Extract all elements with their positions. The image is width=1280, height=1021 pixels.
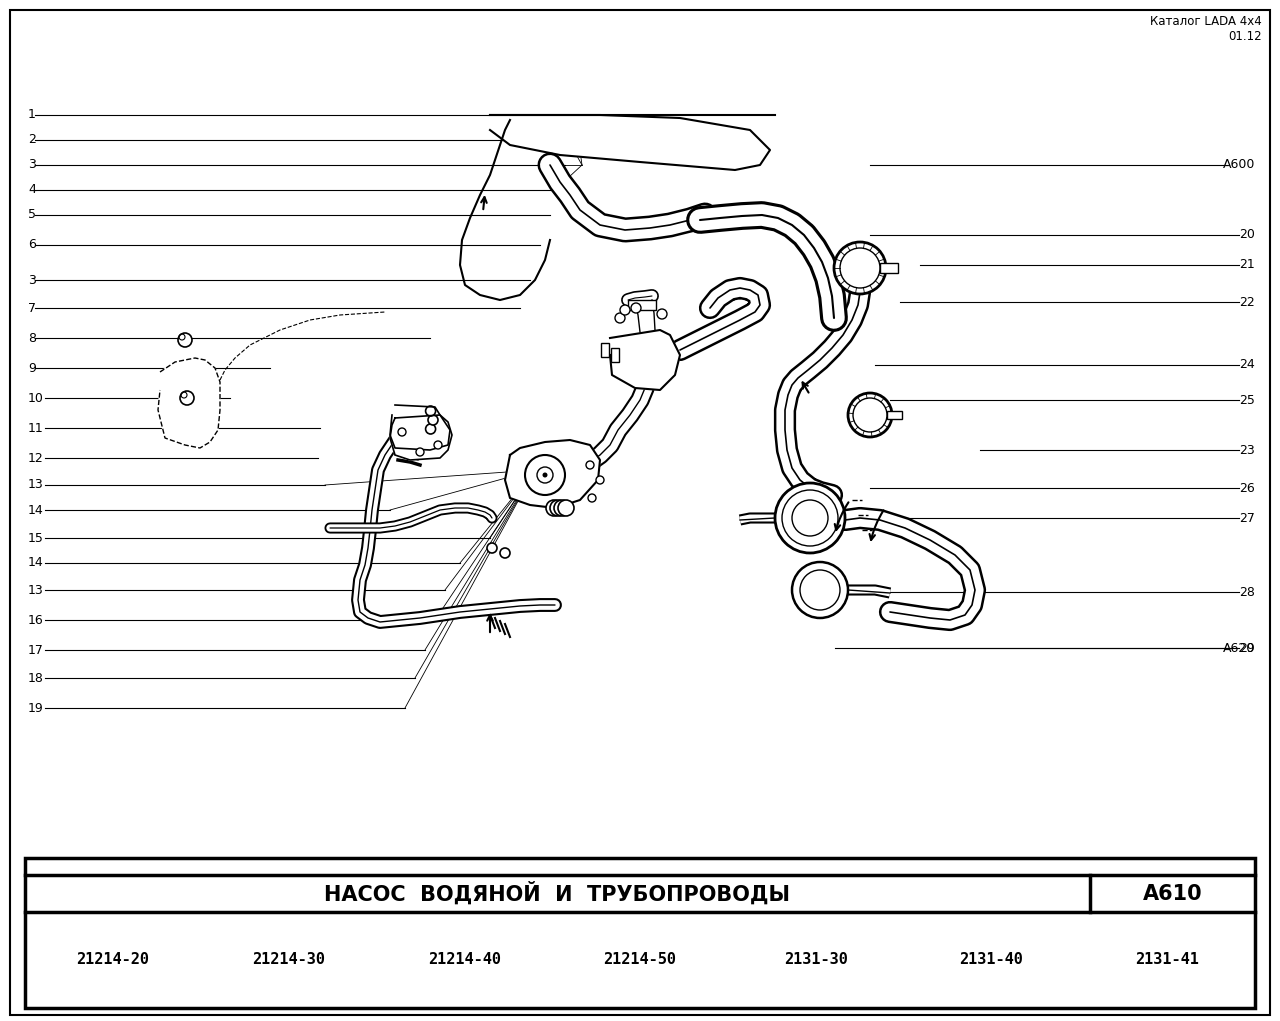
Text: 3: 3	[28, 274, 36, 287]
Polygon shape	[490, 115, 771, 171]
Circle shape	[500, 548, 509, 558]
Circle shape	[416, 448, 424, 456]
Circle shape	[178, 333, 192, 347]
Text: 21214-20: 21214-20	[77, 953, 150, 968]
Text: 3: 3	[28, 158, 36, 172]
Text: А610: А610	[1143, 883, 1202, 904]
Circle shape	[614, 313, 625, 323]
Text: 29: 29	[1239, 641, 1254, 654]
Polygon shape	[390, 415, 452, 460]
Circle shape	[398, 428, 406, 436]
Circle shape	[588, 494, 596, 502]
Text: Каталог LADA 4x4: Каталог LADA 4x4	[1151, 15, 1262, 28]
Circle shape	[425, 424, 435, 434]
Circle shape	[792, 562, 849, 618]
Text: 21214-30: 21214-30	[252, 953, 325, 968]
Text: 13: 13	[28, 479, 44, 491]
Text: НАСОС  ВОДЯНОЙ  И  ТРУБОПРОВОДЫ: НАСОС ВОДЯНОЙ И ТРУБОПРОВОДЫ	[325, 882, 791, 906]
Text: 22: 22	[1239, 295, 1254, 308]
Circle shape	[657, 309, 667, 319]
Bar	[628, 300, 657, 310]
Bar	[881, 263, 899, 273]
Text: 2131-40: 2131-40	[960, 953, 1024, 968]
Text: 2: 2	[28, 134, 36, 146]
Circle shape	[543, 473, 548, 478]
Text: 14: 14	[28, 503, 44, 517]
Circle shape	[835, 242, 886, 294]
Text: 19: 19	[28, 701, 44, 715]
Polygon shape	[390, 405, 451, 450]
Text: 25: 25	[1239, 393, 1254, 406]
Bar	[887, 411, 902, 419]
Text: 01.12: 01.12	[1229, 30, 1262, 43]
Text: 27: 27	[1239, 512, 1254, 525]
Text: 24: 24	[1239, 358, 1254, 372]
Circle shape	[425, 406, 435, 416]
Text: 4: 4	[28, 184, 36, 196]
Circle shape	[620, 305, 630, 315]
Circle shape	[849, 393, 892, 437]
Circle shape	[547, 500, 562, 516]
Text: 18: 18	[28, 672, 44, 684]
Text: 5: 5	[28, 208, 36, 222]
Text: 10: 10	[28, 391, 44, 404]
Circle shape	[774, 483, 845, 553]
Text: 14: 14	[28, 556, 44, 570]
Text: А600: А600	[1222, 158, 1254, 172]
Text: 15: 15	[28, 532, 44, 544]
Text: 20: 20	[1239, 229, 1254, 242]
Text: 28: 28	[1239, 585, 1254, 598]
Text: 9: 9	[28, 361, 36, 375]
Circle shape	[586, 461, 594, 469]
Circle shape	[180, 391, 195, 405]
Text: 12: 12	[28, 451, 44, 465]
Text: 11: 11	[28, 422, 44, 435]
Text: 17: 17	[28, 643, 44, 657]
Circle shape	[434, 441, 442, 449]
Text: 21214-40: 21214-40	[428, 953, 500, 968]
Polygon shape	[506, 440, 600, 508]
Text: 21214-50: 21214-50	[603, 953, 677, 968]
Text: 6: 6	[28, 239, 36, 251]
Bar	[602, 343, 609, 357]
Text: 2131-30: 2131-30	[783, 953, 847, 968]
Circle shape	[554, 500, 570, 516]
Text: 8: 8	[28, 332, 36, 344]
Text: 23: 23	[1239, 443, 1254, 456]
Polygon shape	[611, 330, 680, 390]
Text: 7: 7	[28, 301, 36, 314]
Circle shape	[428, 415, 438, 425]
Text: 2131-41: 2131-41	[1135, 953, 1199, 968]
Text: 13: 13	[28, 583, 44, 596]
Circle shape	[631, 303, 641, 313]
Text: 21: 21	[1239, 258, 1254, 272]
Polygon shape	[157, 358, 220, 448]
Circle shape	[486, 543, 497, 553]
Text: А620: А620	[1222, 641, 1254, 654]
Text: 1: 1	[28, 108, 36, 121]
Circle shape	[558, 500, 573, 516]
Circle shape	[596, 476, 604, 484]
Text: 26: 26	[1239, 482, 1254, 494]
Text: 16: 16	[28, 614, 44, 627]
Circle shape	[550, 500, 566, 516]
Bar	[611, 348, 620, 362]
